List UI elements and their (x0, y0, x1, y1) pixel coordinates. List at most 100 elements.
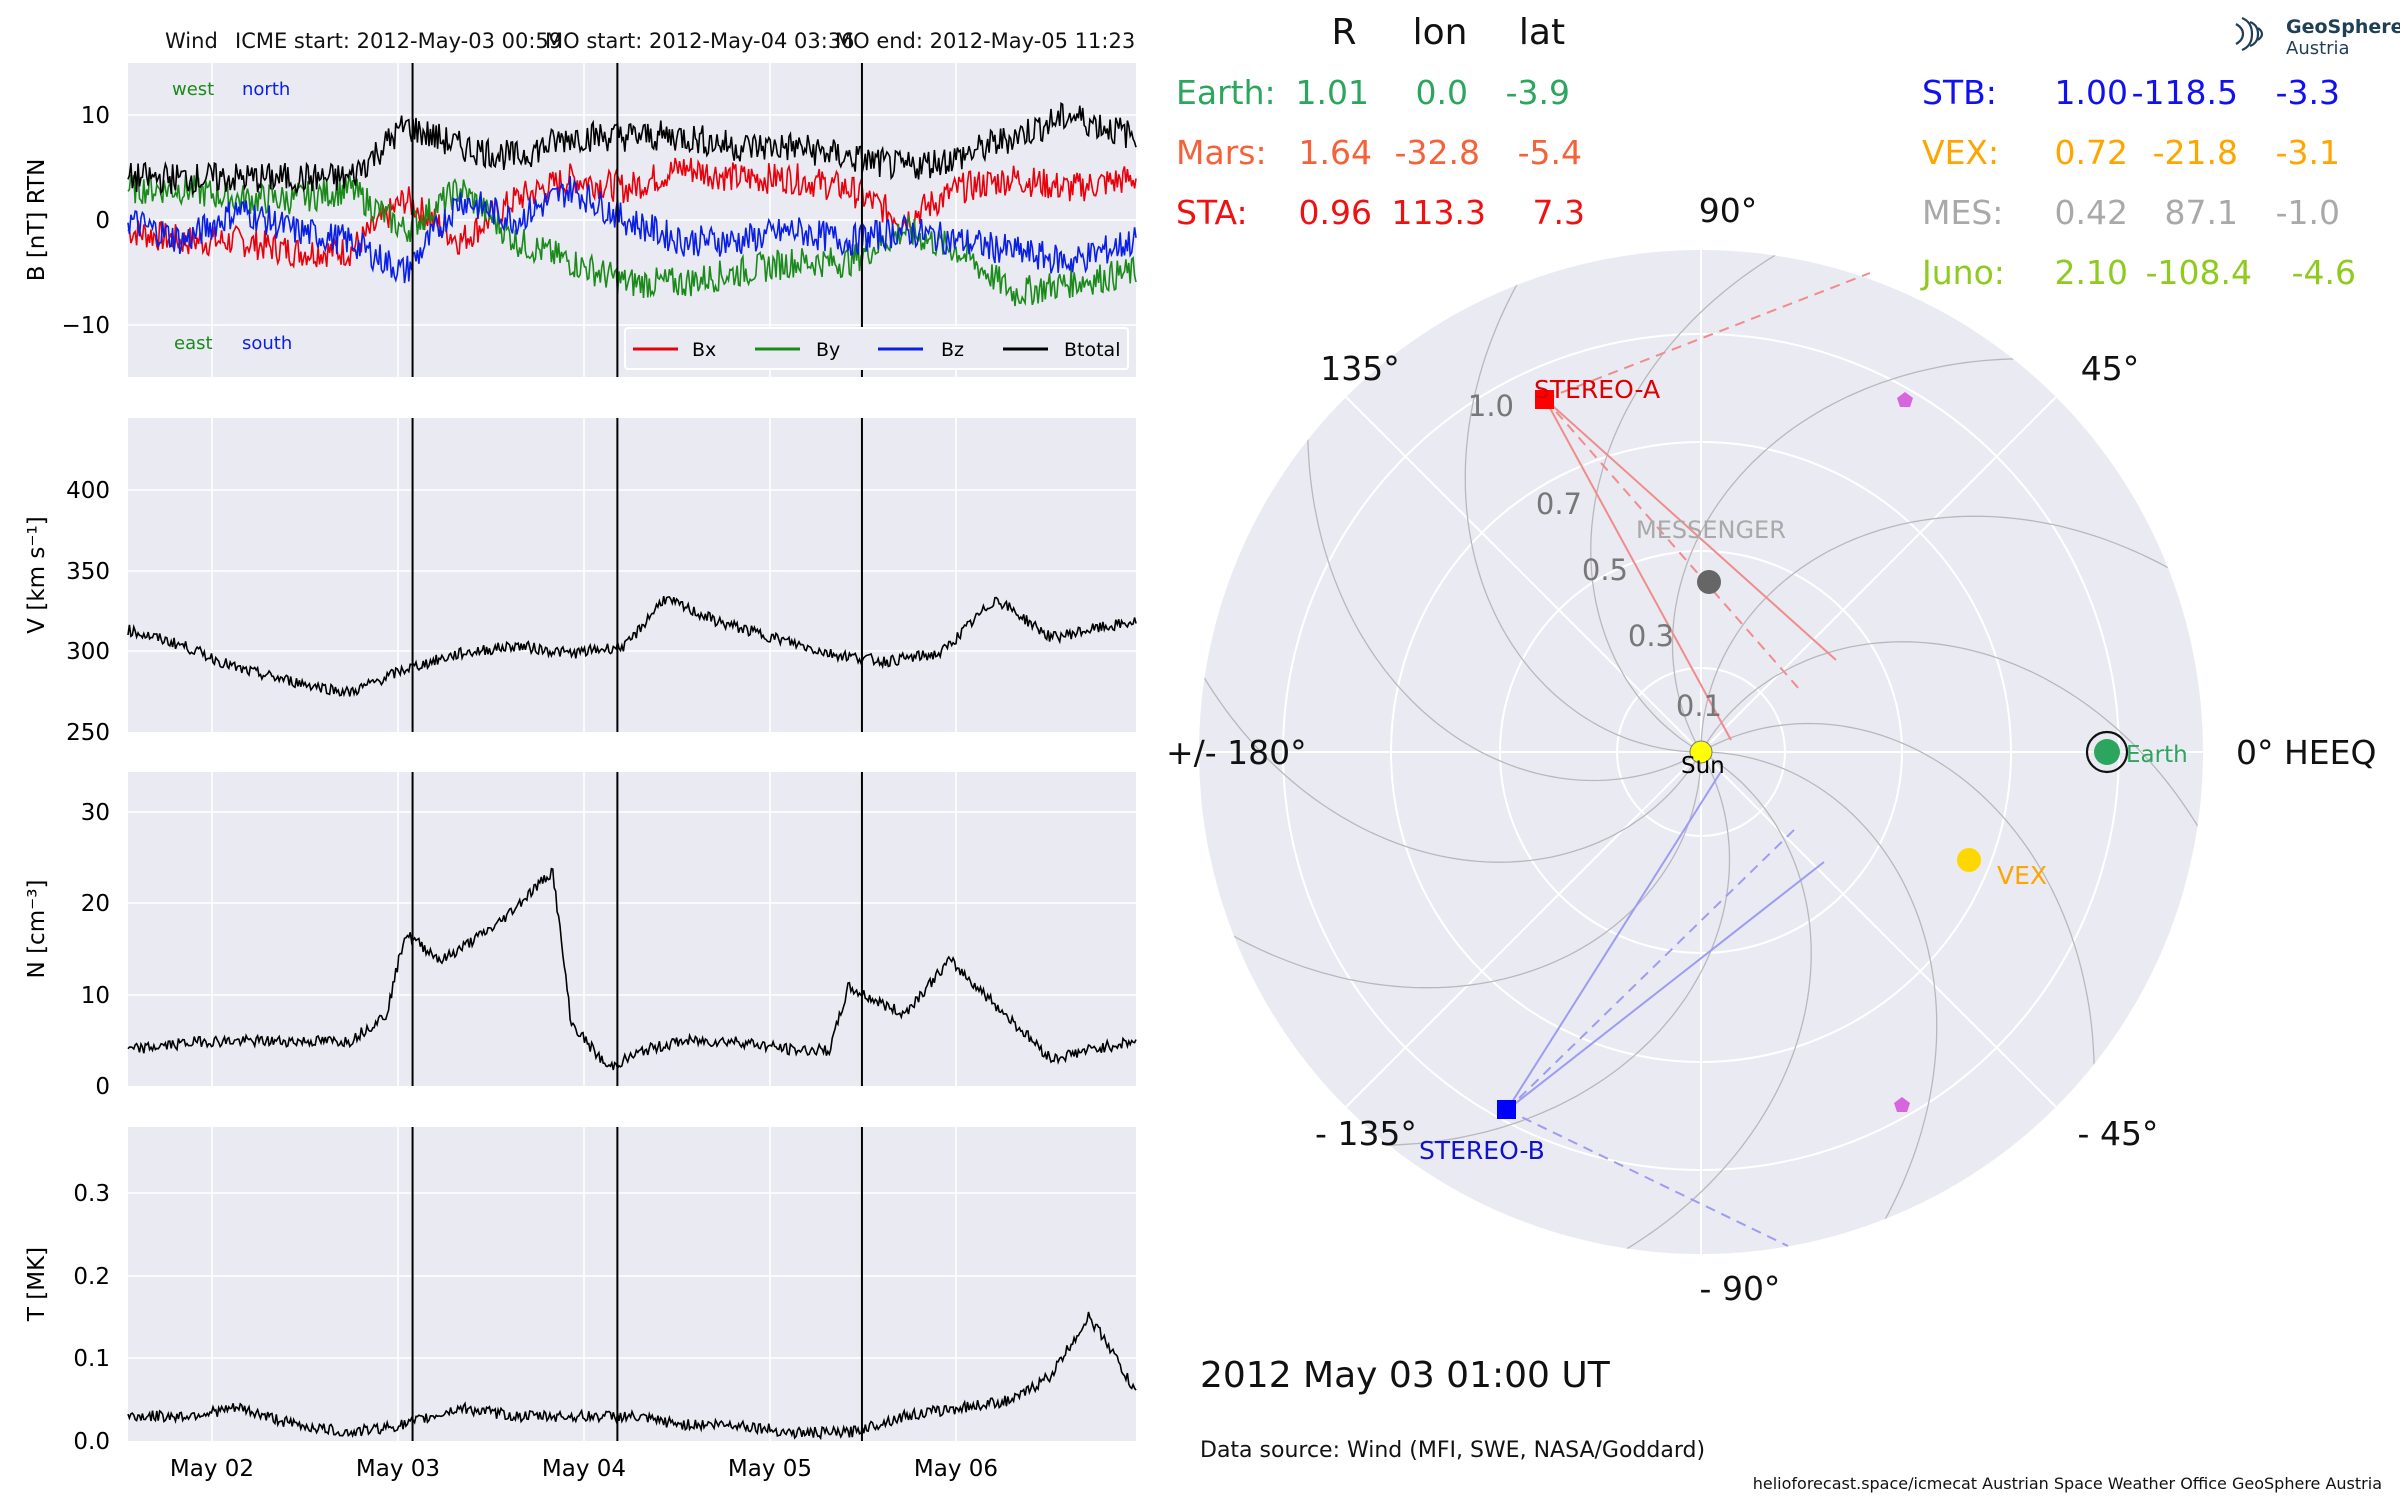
angle-labels: 90° 45° 0° HEEQ - 45° - 90° - 135° +/- 1… (1166, 191, 2376, 1308)
row-label: VEX: (1922, 133, 1999, 172)
panel-v-ytick: 400 (66, 478, 110, 504)
panel-b: B [nT] RTN 10 0 −10 west north east sout… (24, 63, 1137, 377)
row-label: MES: (1922, 193, 2003, 232)
panel-t-ytick: 0.1 (73, 1346, 110, 1372)
panel-b-ytick: −10 (61, 313, 110, 339)
row-r: 1.00 (2055, 73, 2128, 112)
position-row-stb: STB: 1.00 -118.5 -3.3 (1922, 73, 2340, 112)
row-r: 0.72 (2055, 133, 2128, 172)
position-row-juno: Juno: 2.10 -108.4 -4.6 (1920, 253, 2356, 292)
row-lon: -32.8 (1395, 133, 1480, 172)
row-r: 0.96 (1299, 193, 1372, 232)
position-row-earth: Earth: 1.01 0.0 -3.9 (1176, 73, 1570, 112)
panel-v-grid (128, 418, 1136, 732)
panel-b-ytick: 0 (95, 208, 110, 234)
logo-line2: Austria (2286, 38, 2350, 59)
row-lat: -3.3 (2276, 73, 2340, 112)
angle-label-135: 135° (1320, 349, 1400, 388)
legend-btotal: Btotal (1064, 339, 1120, 361)
panel-v-ytick: 250 (66, 720, 110, 746)
annotation-north: north (242, 79, 290, 100)
legend-bz: Bz (941, 339, 964, 361)
header-r: R (1331, 12, 1356, 53)
panel-v-ylabel: V [km s⁻¹] (24, 516, 50, 633)
row-lon: 0.0 (1416, 73, 1468, 112)
angle-label-m135: - 135° (1315, 1114, 1417, 1153)
radial-tick: 0.1 (1676, 689, 1722, 723)
earth-label: Earth (2126, 742, 2188, 768)
angle-label-180: +/- 180° (1166, 733, 1307, 772)
panel-t-event-lines (411, 1127, 863, 1441)
panel-b-event-lines (411, 63, 863, 377)
footer-credits: helioforecast.space/icmecat Austrian Spa… (1753, 1474, 2382, 1493)
position-table-headers: R lon lat (1331, 12, 1565, 53)
orbit-plot: 1.0 0.7 0.5 0.3 0.1 90° 45° 0° HEEQ - 45… (1166, 191, 2376, 1308)
spiral-line (1307, 407, 1702, 782)
panel-n-series (127, 867, 1137, 1071)
panel-b-ylabel: B [nT] RTN (24, 159, 50, 282)
panel-n-ylabel: N [cm⁻³] (24, 880, 50, 979)
header-mo-end: MO end: 2012-May-05 11:23 (835, 29, 1135, 53)
spiral-line (1700, 751, 1938, 1248)
row-lat: -3.1 (2276, 133, 2340, 172)
stereo-a-view-line (1544, 398, 1801, 691)
panel-b-legend: Bx By Bz Btotal (624, 327, 1129, 370)
angle-label-m90: - 90° (1700, 1269, 1781, 1308)
panel-t: T [MK] 0.3 0.2 0.1 0.0 May 02 May 03 May… (24, 1127, 1137, 1482)
timestamp: 2012 May 03 01:00 UT (1200, 1355, 1611, 1396)
stereo-view-lines (1506, 272, 1871, 1247)
series-line-bz (127, 175, 1137, 284)
panel-t-background (128, 1127, 1136, 1441)
angle-label-m45: - 45° (2078, 1114, 2159, 1153)
earth-marker (2094, 739, 2120, 765)
row-lat: 7.3 (1533, 193, 1585, 232)
radial-tick: 0.5 (1582, 553, 1628, 587)
x-axis-dates: May 02 May 03 May 04 May 05 May 06 (170, 1456, 998, 1482)
stereo-b-label: STEREO-B (1419, 1136, 1545, 1165)
panel-n-background (128, 772, 1136, 1086)
panel-t-ylabel: T [MK] (24, 1247, 50, 1322)
data-source: Data source: Wind (MFI, SWE, NASA/Goddar… (1200, 1438, 1705, 1463)
panel-n-event-lines (411, 772, 863, 1086)
stereo-a-view-line (1544, 398, 1732, 741)
vex-marker (1957, 848, 1981, 872)
messenger-marker (1697, 570, 1721, 594)
stereo-a-marker (1535, 390, 1554, 409)
position-row-mes: MES: 0.42 87.1 -1.0 (1922, 193, 2340, 232)
stereo-a-view-line (1544, 398, 1837, 661)
row-label: Juno: (1920, 253, 2005, 292)
logo-line1: GeoSphere (2286, 16, 2400, 38)
position-row-mars: Mars: 1.64 -32.8 -5.4 (1176, 133, 1582, 172)
radial-tick: 0.3 (1628, 619, 1674, 653)
annotation-east: east (174, 333, 213, 354)
panel-v-ytick: 350 (66, 559, 110, 585)
annotation-west: west (172, 79, 214, 100)
radial-tick: 0.7 (1536, 487, 1582, 521)
row-r: 0.42 (2055, 193, 2128, 232)
x-tick-date: May 06 (914, 1456, 998, 1482)
panel-v: V [km s⁻¹] 400 350 300 250 (24, 418, 1137, 746)
panel-b-ytick: 10 (81, 103, 110, 129)
sun-marker (1689, 740, 1713, 764)
row-lat: -3.9 (1506, 73, 1570, 112)
row-lon: 113.3 (1392, 193, 1486, 232)
spiral-line (1700, 641, 2203, 855)
row-label: Earth: (1176, 73, 1276, 112)
spiral-line (1464, 256, 1702, 753)
row-r: 1.01 (1296, 73, 1369, 112)
x-tick-date: May 04 (542, 1456, 626, 1482)
row-label: STA: (1176, 193, 1248, 232)
angle-label-45: 45° (2081, 349, 2140, 388)
geosphere-logo: GeoSphere Austria (2235, 16, 2400, 59)
panel-v-background (128, 418, 1136, 732)
position-table: R lon lat Earth: 1.01 0.0 -3.9 Mars: 1.6… (1176, 12, 2356, 292)
legend-bx: Bx (692, 339, 716, 361)
panel-t-grid (128, 1127, 1136, 1441)
panel-n-ytick: 10 (81, 983, 110, 1009)
parker-spiral-lines (1199, 250, 2203, 1254)
spiral-line (1199, 649, 1702, 863)
panel-b-annotations: west north east south (172, 79, 292, 354)
row-label: STB: (1922, 73, 1997, 112)
position-row-sta: STA: 0.96 113.3 7.3 (1176, 193, 1585, 232)
